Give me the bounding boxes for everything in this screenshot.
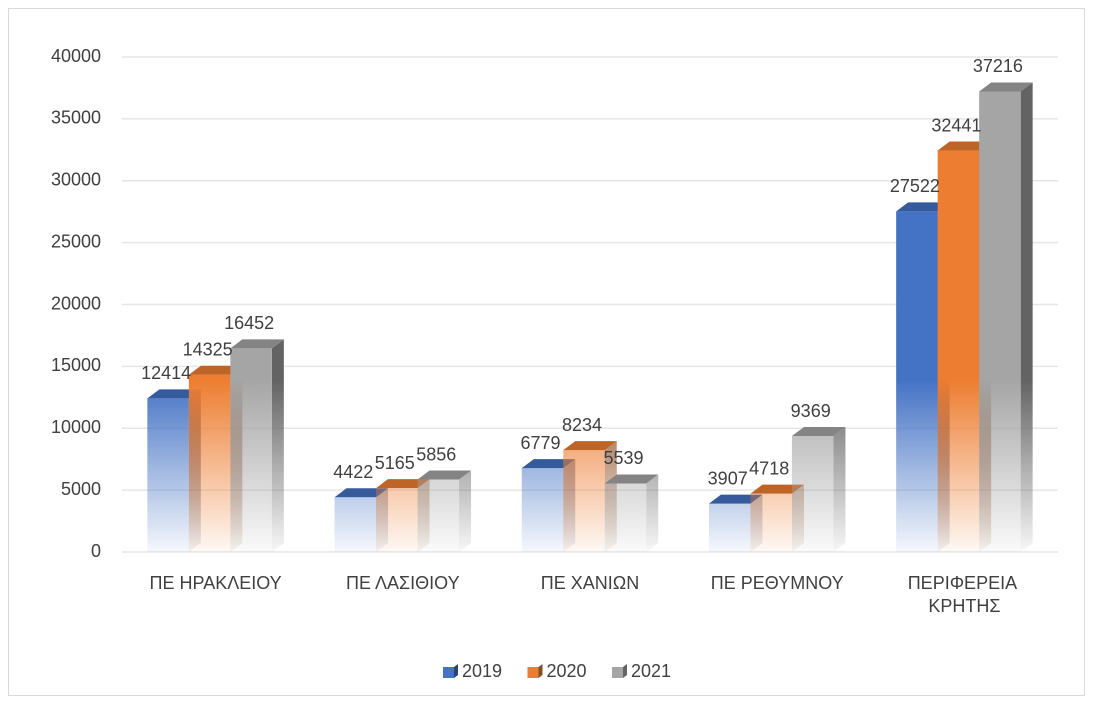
bar-front bbox=[604, 483, 647, 552]
data-label: 5539 bbox=[603, 448, 643, 468]
bar bbox=[604, 474, 659, 552]
legend-swatch-side bbox=[454, 664, 458, 678]
bar bbox=[230, 339, 284, 552]
bar-side bbox=[271, 339, 284, 552]
bar-top bbox=[896, 202, 950, 212]
data-label: 5165 bbox=[375, 453, 415, 473]
bar-top bbox=[937, 141, 992, 151]
bar-side bbox=[1020, 82, 1033, 553]
bar bbox=[417, 470, 472, 552]
bar-top bbox=[230, 339, 284, 349]
x-tick-label: ΠΕ ΗΡΑΚΛΕΙΟΥ bbox=[150, 573, 282, 593]
bar-front bbox=[750, 493, 792, 552]
y-tick-label: 40000 bbox=[51, 46, 101, 66]
bar-side bbox=[459, 470, 472, 552]
legend-swatch bbox=[443, 667, 454, 678]
legend-swatch-side bbox=[623, 664, 627, 678]
y-tick-label: 20000 bbox=[51, 293, 101, 313]
data-label: 6779 bbox=[520, 433, 560, 453]
bar-front bbox=[563, 450, 605, 552]
bar-top bbox=[604, 474, 659, 484]
y-tick-label: 15000 bbox=[51, 355, 101, 375]
y-tick-label: 5000 bbox=[61, 479, 101, 499]
bar-front bbox=[376, 488, 418, 552]
bar-front bbox=[147, 398, 189, 552]
bar-front bbox=[708, 503, 751, 552]
data-label: 14325 bbox=[183, 339, 233, 359]
data-label: 32441 bbox=[931, 115, 981, 135]
data-label: 16452 bbox=[224, 313, 274, 333]
bar-front bbox=[896, 211, 938, 552]
data-label: 9369 bbox=[791, 401, 831, 421]
bar-front bbox=[791, 436, 834, 552]
legend-swatch bbox=[612, 667, 623, 678]
bar-top bbox=[563, 441, 617, 451]
bar-front bbox=[979, 91, 1021, 553]
x-tick-label: ΠΕ ΧΑΝΙΩΝ bbox=[541, 573, 639, 593]
legend-label: 2021 bbox=[631, 661, 671, 681]
bar-front bbox=[334, 497, 377, 552]
x-tick-label: ΠΕ ΛΑΣΙΘΙΟΥ bbox=[346, 573, 460, 593]
data-label: 12414 bbox=[141, 363, 191, 383]
data-label: 27522 bbox=[890, 176, 940, 196]
bar-front bbox=[230, 348, 272, 552]
bar-top bbox=[376, 479, 430, 489]
bar-top bbox=[979, 82, 1033, 92]
bar-top bbox=[417, 470, 472, 480]
data-label: 8234 bbox=[562, 415, 602, 435]
data-label: 4422 bbox=[333, 462, 373, 482]
y-tick-label: 30000 bbox=[51, 170, 101, 190]
bar-top bbox=[188, 365, 243, 375]
x-tick-label: ΠΕΡΙΦΕΡΕΙΑ ΚΡΗΤΗΣ bbox=[908, 573, 1021, 616]
data-label: 4718 bbox=[749, 458, 789, 478]
data-label: 3907 bbox=[708, 468, 748, 488]
x-tick-label: ΠΕ ΡΕΘΥΜΝΟΥ bbox=[711, 573, 844, 593]
bar bbox=[791, 427, 846, 552]
bar-front bbox=[417, 479, 460, 552]
bar-front bbox=[521, 468, 564, 552]
bar-top bbox=[791, 427, 846, 437]
bar-top bbox=[147, 389, 201, 399]
bar-top bbox=[334, 488, 389, 498]
legend-label: 2019 bbox=[462, 661, 502, 681]
y-tick-label: 25000 bbox=[51, 231, 101, 251]
y-tick-label: 0 bbox=[91, 541, 101, 561]
bar-front bbox=[188, 374, 231, 552]
bar bbox=[521, 459, 576, 552]
y-tick-label: 10000 bbox=[51, 417, 101, 437]
legend-label: 2020 bbox=[547, 661, 587, 681]
bar-front bbox=[937, 150, 980, 553]
legend-swatch-side bbox=[538, 664, 543, 678]
bar bbox=[979, 82, 1033, 553]
bar-top bbox=[708, 494, 763, 504]
bar-side bbox=[646, 474, 659, 552]
data-label: 5856 bbox=[416, 444, 456, 464]
bar-side bbox=[833, 427, 846, 552]
y-tick-label: 35000 bbox=[51, 108, 101, 128]
legend-swatch bbox=[527, 667, 539, 678]
bar-top bbox=[521, 459, 576, 469]
bar-top bbox=[750, 484, 804, 494]
data-label: 37216 bbox=[973, 56, 1023, 76]
